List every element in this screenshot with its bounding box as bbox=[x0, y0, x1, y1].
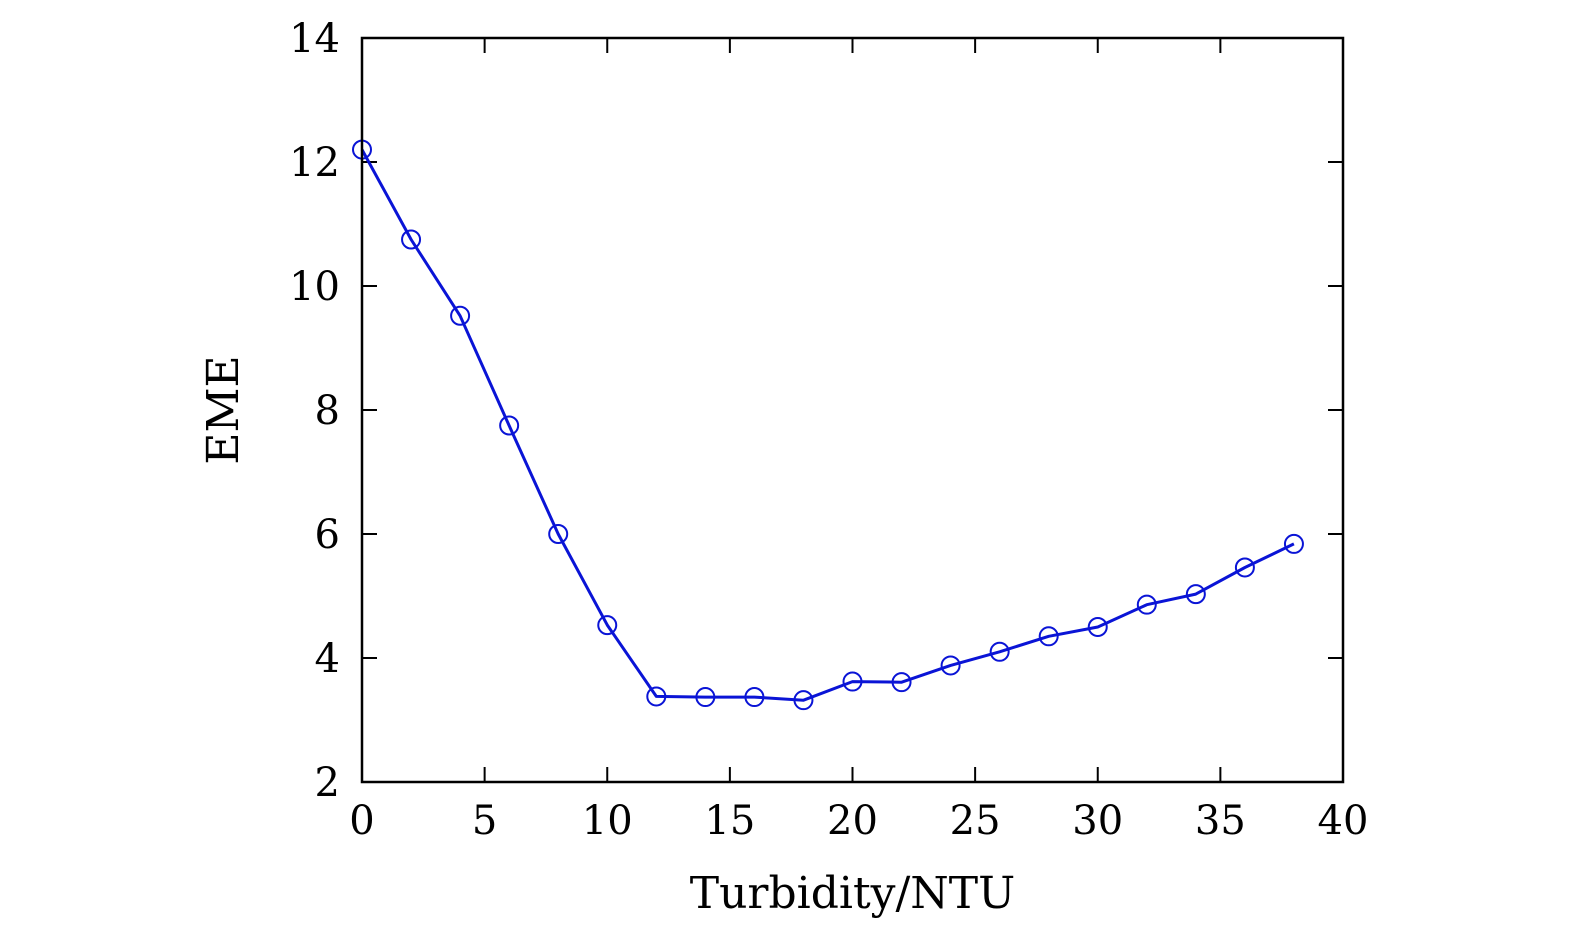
data-point bbox=[401, 229, 422, 250]
x-tick-label: 20 bbox=[827, 798, 878, 844]
y-tick-label: 2 bbox=[315, 760, 340, 806]
data-point bbox=[1087, 617, 1108, 637]
y-tick-label: 10 bbox=[289, 264, 340, 310]
x-tick-label: 30 bbox=[1072, 798, 1123, 844]
data-point bbox=[1283, 533, 1304, 554]
data-point bbox=[450, 305, 471, 326]
data-point bbox=[695, 687, 716, 708]
y-tick-label: 12 bbox=[289, 140, 340, 186]
data-point bbox=[744, 687, 765, 708]
data-point bbox=[842, 671, 863, 692]
data-point bbox=[793, 690, 814, 711]
x-tick-label: 40 bbox=[1318, 798, 1369, 844]
x-axis-ticks bbox=[361, 38, 1344, 782]
x-tick-label: 10 bbox=[582, 798, 633, 844]
data-point bbox=[1185, 584, 1206, 605]
y-axis-tick-labels: 2 4 6 8 10 12 14 bbox=[289, 16, 340, 806]
y-axis-ticks bbox=[362, 37, 1343, 783]
x-tick-label: 25 bbox=[950, 798, 1001, 844]
y-tick-label: 4 bbox=[315, 636, 340, 682]
y-axis-title: EME bbox=[198, 355, 249, 464]
data-point bbox=[597, 615, 618, 636]
data-point bbox=[548, 524, 569, 544]
x-axis-tick-labels: 0 5 10 15 20 25 30 35 40 bbox=[349, 798, 1368, 844]
x-tick-label: 15 bbox=[704, 798, 755, 844]
series-line bbox=[360, 148, 1295, 702]
x-tick-label: 35 bbox=[1195, 798, 1246, 844]
data-point bbox=[499, 415, 520, 436]
x-tick-label: 0 bbox=[349, 798, 374, 844]
y-tick-label: 6 bbox=[315, 512, 340, 558]
series-lines bbox=[360, 148, 1295, 702]
data-point bbox=[1136, 594, 1157, 615]
series-markers bbox=[352, 139, 1304, 711]
data-point bbox=[989, 641, 1010, 662]
data-point bbox=[646, 686, 667, 707]
y-tick-label: 8 bbox=[315, 388, 340, 434]
data-point bbox=[940, 655, 961, 676]
data-point bbox=[1234, 557, 1255, 578]
data-point bbox=[891, 672, 912, 693]
x-tick-label: 5 bbox=[472, 798, 497, 844]
y-tick-label: 14 bbox=[289, 16, 340, 62]
x-axis-title: Turbidity/NTU bbox=[690, 868, 1016, 919]
plot-frame bbox=[360, 36, 1345, 784]
data-point bbox=[1038, 626, 1059, 647]
